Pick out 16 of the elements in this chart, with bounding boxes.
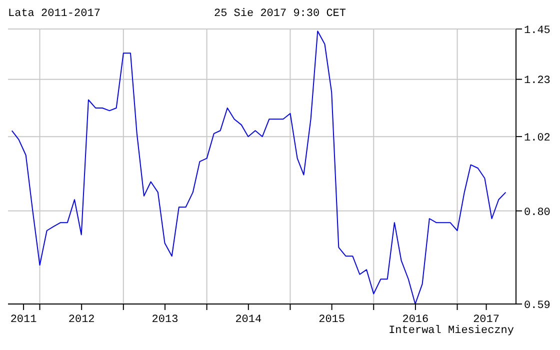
y-tick-label: 0.80 <box>524 206 550 219</box>
x-tick-label: 2014 <box>235 314 262 326</box>
chart-title: Lata 2011-2017 <box>8 8 100 20</box>
x-tick-label: 2016 <box>402 314 429 326</box>
text: Interwal Miesieczny <box>388 325 514 337</box>
line-series <box>11 30 506 304</box>
y-tick-label: 0.59 <box>524 300 550 312</box>
y-tick-label: 1.02 <box>524 132 550 144</box>
y-tick-label: 1.45 <box>524 24 550 37</box>
x-tick-label: 2012 <box>68 314 95 326</box>
y-tick-label: 1.23 <box>524 75 550 88</box>
chart-subtitle: 25 Sie 2017 9:30 CET <box>214 8 346 20</box>
x-tick-label: 2013 <box>152 314 178 326</box>
x-tick-label: 2015 <box>318 314 346 326</box>
x-tick-label: 2017 <box>473 314 500 326</box>
x-tick-label: 2011 <box>10 314 38 326</box>
